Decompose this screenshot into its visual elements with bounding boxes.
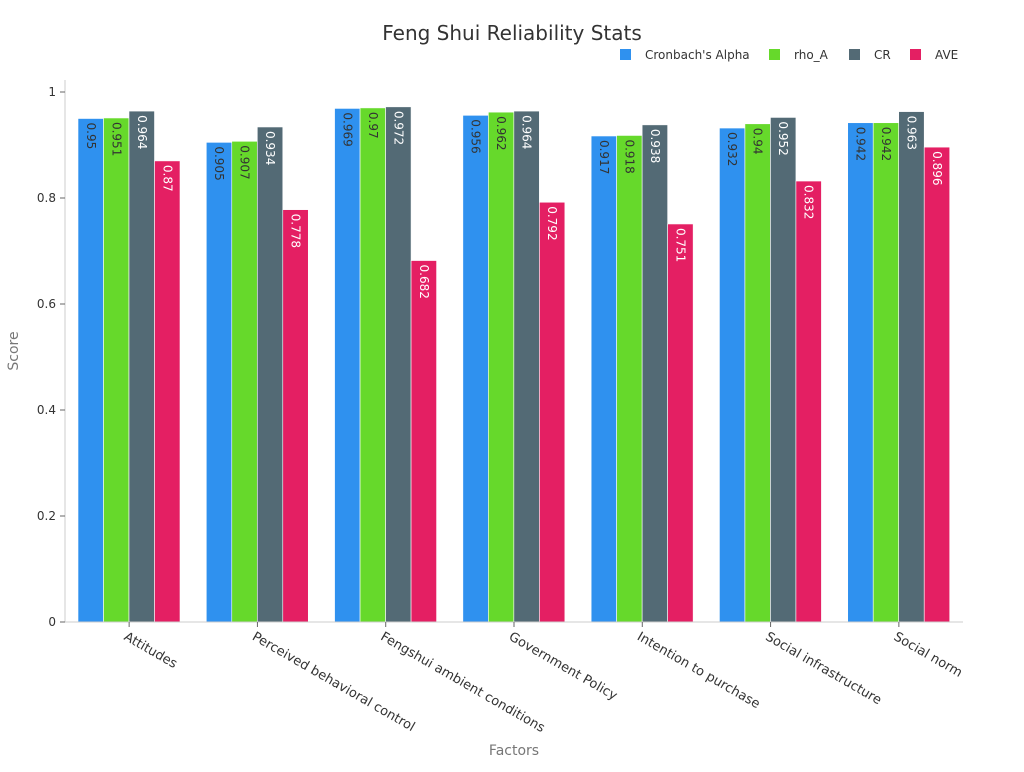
- x-tick-label-intention-to-purchase: Intention to purchase: [634, 629, 762, 712]
- bar-ave-social-infrastructure: [795, 180, 822, 623]
- bar-ave-perceived-behavioral-control: [282, 209, 309, 623]
- data-label-cr-government-policy: 0.964: [520, 115, 534, 149]
- bar-ave-attitudes: [154, 160, 181, 623]
- bar-cronbach-s-alpha-social-infrastructure: [719, 127, 746, 623]
- y-axis: 0 0.2 0.4 0.6 0.8 1: [37, 80, 66, 629]
- x-tick-label-attitudes: Attitudes: [121, 629, 180, 672]
- bar-cr-perceived-behavioral-control: [256, 126, 284, 623]
- bar-cr-social-infrastructure: [770, 117, 797, 623]
- data-label-cronbach-s-alpha-intention-to-purchase: 0.917: [597, 140, 611, 174]
- bar-ave-intention-to-purchase: [667, 223, 694, 623]
- bar-cronbach-s-alpha-social-norm: [847, 122, 874, 623]
- y-tick-label: 0.6: [37, 297, 56, 311]
- y-tick-label: 0.4: [37, 403, 56, 417]
- bar-group: [77, 106, 951, 623]
- data-label-cr-intention-to-purchase: 0.938: [648, 129, 662, 163]
- y-tick-label: 0: [48, 615, 56, 629]
- data-label-cronbach-s-alpha-perceived-behavioral-control: 0.905: [212, 146, 226, 180]
- legend-label-rho-a: rho_A: [794, 48, 829, 62]
- data-label-cronbach-s-alpha-government-policy: 0.956: [469, 119, 483, 153]
- bar-rho-a-fengshui-ambient-conditions: [359, 107, 386, 623]
- y-tick-label: 1: [48, 85, 56, 99]
- data-label-ave-social-infrastructure: 0.832: [802, 185, 816, 219]
- legend-swatch-rho-a: [769, 49, 780, 60]
- bar-cr-attitudes: [128, 110, 155, 623]
- bar-cr-social-norm: [898, 111, 925, 623]
- chart-legend: Cronbach's Alpha rho_A CR AVE: [620, 48, 958, 62]
- data-label-cronbach-s-alpha-fengshui-ambient-conditions: 0.969: [340, 112, 354, 146]
- data-label-ave-attitudes: 0.87: [160, 165, 174, 192]
- legend-swatch-cronbach-s-alpha: [620, 49, 631, 60]
- data-label-ave-fengshui-ambient-conditions: 0.682: [417, 265, 431, 299]
- data-label-cr-fengshui-ambient-conditions: 0.972: [391, 111, 405, 145]
- bar-rho-a-government-policy: [488, 111, 515, 623]
- bar-cronbach-s-alpha-perceived-behavioral-control: [205, 142, 233, 623]
- bar-cronbach-s-alpha-attitudes: [77, 118, 104, 623]
- bar-rho-a-intention-to-purchase: [616, 135, 643, 623]
- bar-cr-fengshui-ambient-conditions: [385, 106, 412, 623]
- bar-ave-fengshui-ambient-conditions: [410, 260, 437, 623]
- y-tick-label: 0.2: [37, 509, 56, 523]
- bar-cronbach-s-alpha-intention-to-purchase: [590, 135, 617, 623]
- data-label-rho-a-social-infrastructure: 0.94: [751, 128, 765, 155]
- data-label-rho-a-attitudes: 0.951: [109, 122, 123, 156]
- data-label-cr-attitudes: 0.964: [135, 115, 149, 149]
- x-tick-label-government-policy: Government Policy: [506, 629, 620, 703]
- data-label-ave-intention-to-purchase: 0.751: [673, 228, 687, 262]
- bar-rho-a-social-norm: [872, 122, 900, 623]
- data-label-rho-a-government-policy: 0.962: [494, 116, 508, 150]
- bar-ave-social-norm: [923, 146, 951, 623]
- x-axis-title: Factors: [489, 743, 539, 759]
- legend-label-ave: AVE: [935, 48, 958, 62]
- y-axis-title: Score: [6, 331, 22, 370]
- value-label-group: 0.95 0.951 0.964 0.87 0.905 0.907 0.934 0.778 0.…: [84, 111, 944, 299]
- data-label-rho-a-intention-to-purchase: 0.918: [622, 139, 636, 173]
- x-tick-label-social-norm: Social norm: [891, 629, 965, 680]
- data-label-cronbach-s-alpha-social-infrastructure: 0.932: [725, 132, 739, 166]
- data-label-cronbach-s-alpha-social-norm: 0.942: [853, 127, 867, 161]
- data-label-cr-perceived-behavioral-control: 0.934: [263, 131, 277, 165]
- bar-rho-a-perceived-behavioral-control: [231, 140, 258, 623]
- bar-cr-government-policy: [513, 110, 540, 623]
- bar-rho-a-social-infrastructure: [744, 123, 771, 623]
- bar-rho-a-attitudes: [103, 117, 130, 623]
- data-label-cr-social-norm: 0.963: [904, 116, 918, 150]
- bar-cronbach-s-alpha-government-policy: [462, 115, 489, 623]
- data-label-cr-social-infrastructure: 0.952: [776, 121, 790, 155]
- x-tick-label-social-infrastructure: Social infrastructure: [763, 629, 884, 708]
- chart-title: Feng Shui Reliability Stats: [382, 21, 642, 45]
- bar-cronbach-s-alpha-fengshui-ambient-conditions: [334, 108, 361, 623]
- data-label-rho-a-fengshui-ambient-conditions: 0.97: [366, 112, 380, 139]
- data-label-ave-government-policy: 0.792: [545, 206, 559, 240]
- data-label-cronbach-s-alpha-attitudes: 0.95: [84, 123, 98, 150]
- legend-swatch-ave: [910, 49, 921, 60]
- data-label-rho-a-perceived-behavioral-control: 0.907: [238, 145, 252, 179]
- data-label-ave-perceived-behavioral-control: 0.778: [289, 214, 303, 248]
- y-tick-label: 0.8: [37, 191, 56, 205]
- x-axis: Attitudes Perceived behavioral controlFen…: [65, 621, 965, 736]
- legend-label-cr: CR: [874, 48, 891, 62]
- data-label-ave-social-norm: 0.896: [930, 151, 944, 185]
- legend-label-cronbach-s-alpha: Cronbach's Alpha: [645, 48, 750, 62]
- legend-swatch-cr: [849, 49, 860, 60]
- bar-cr-intention-to-purchase: [641, 124, 668, 623]
- data-label-rho-a-social-norm: 0.942: [879, 127, 893, 161]
- bar-ave-government-policy: [539, 201, 566, 623]
